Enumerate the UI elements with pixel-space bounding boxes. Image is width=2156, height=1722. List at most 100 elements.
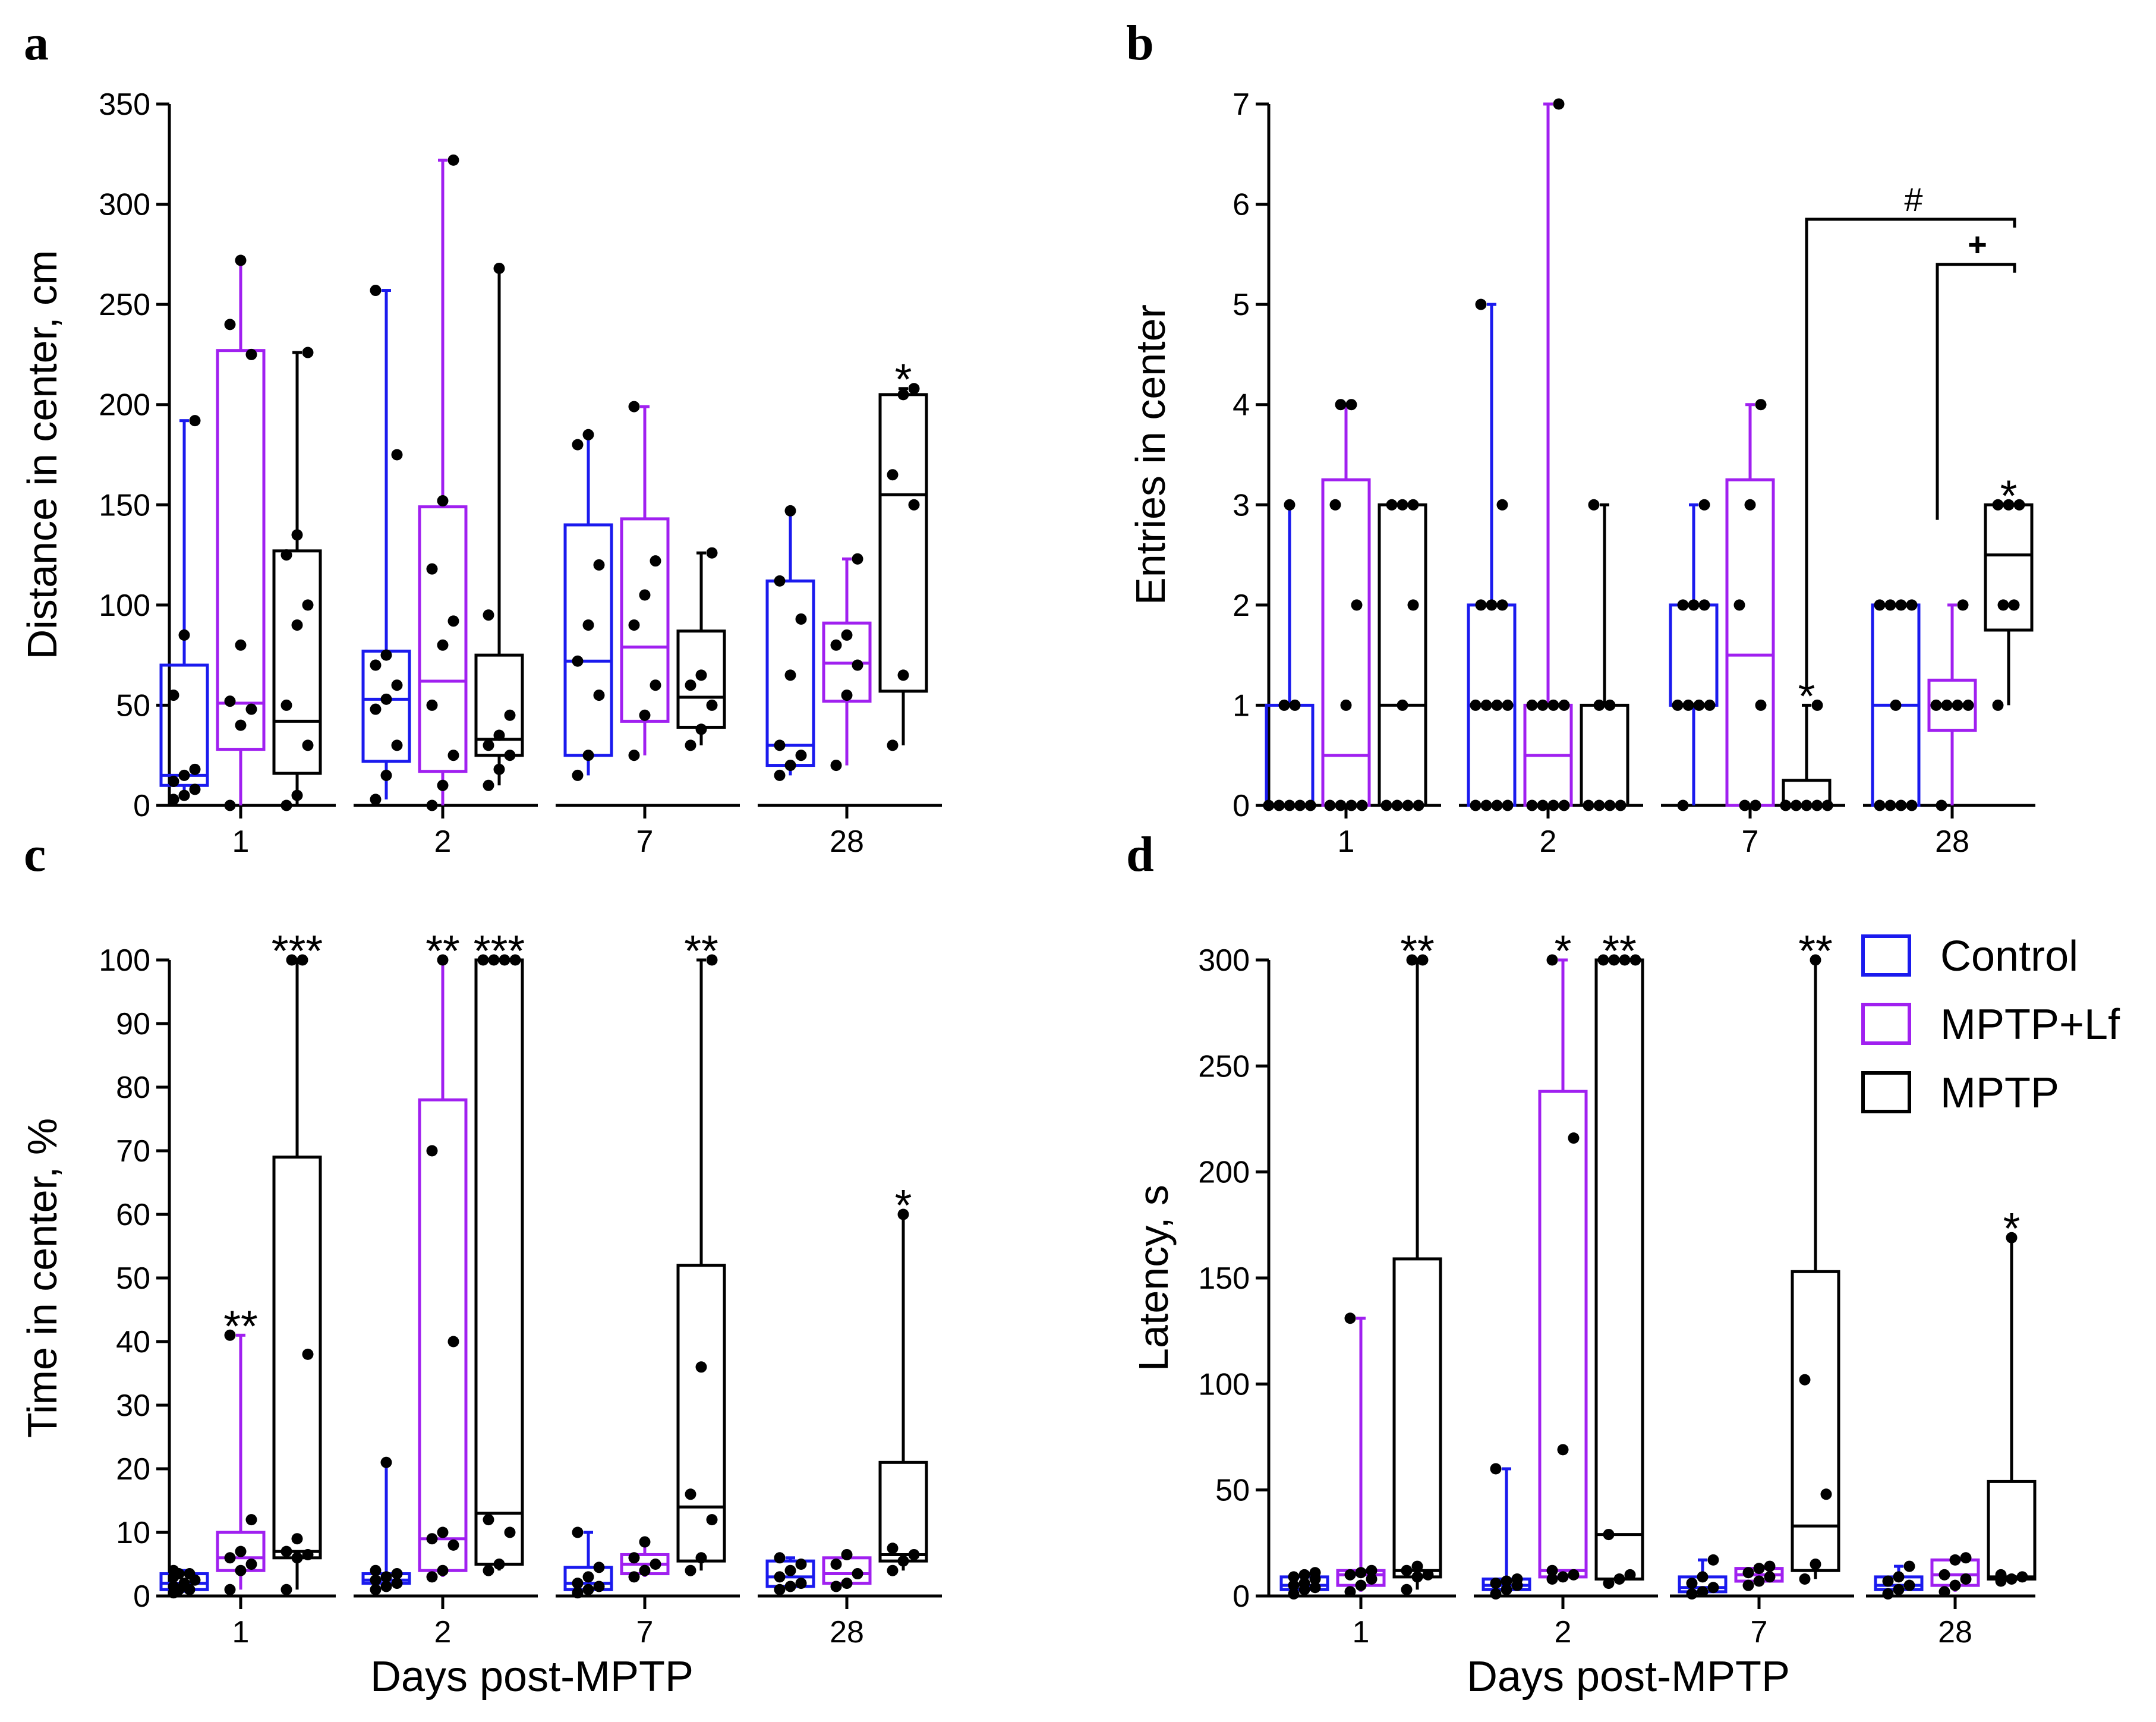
data-point — [447, 1336, 459, 1348]
data-point — [280, 549, 292, 561]
data-point — [245, 703, 257, 715]
box-control-day-28 — [1874, 1560, 1924, 1600]
significance-marker: * — [1555, 926, 1572, 975]
data-point — [841, 1578, 853, 1589]
data-point — [572, 439, 584, 451]
data-point — [1490, 1588, 1502, 1600]
data-point — [695, 723, 707, 735]
y-tick-label: 300 — [99, 188, 150, 222]
data-point — [1742, 1579, 1754, 1591]
data-point — [593, 559, 605, 571]
data-point — [1884, 599, 1896, 611]
data-point — [1546, 1564, 1558, 1576]
y-tick-label: 250 — [1198, 1049, 1250, 1084]
box-iqr — [620, 517, 670, 723]
x-tick-label: 7 — [1751, 1615, 1768, 1649]
box-mptp-day-7 — [1780, 699, 1833, 811]
data-point — [2013, 499, 2025, 511]
data-point — [235, 1545, 247, 1557]
data-point — [391, 449, 403, 461]
data-point — [1568, 1132, 1580, 1144]
data-point — [1744, 499, 1756, 511]
y-tick-label: 70 — [116, 1134, 150, 1169]
data-point — [184, 1568, 196, 1580]
box-mptp-day-1 — [1392, 954, 1442, 1595]
significance-marker: ** — [425, 926, 460, 975]
data-point — [1957, 599, 1969, 611]
data-point — [447, 154, 459, 166]
data-point — [437, 495, 449, 507]
data-point — [1309, 1567, 1321, 1579]
data-point — [1355, 1579, 1367, 1591]
data-point — [291, 619, 303, 631]
data-point — [1882, 1575, 1894, 1587]
data-point — [1903, 1579, 1915, 1591]
data-point — [189, 783, 201, 795]
data-point — [1284, 799, 1296, 811]
data-point — [685, 1488, 696, 1500]
data-point — [1501, 1575, 1512, 1587]
data-point — [1502, 799, 1514, 811]
data-point — [784, 1564, 796, 1576]
data-point — [370, 1574, 382, 1586]
data-point — [1537, 799, 1549, 811]
data-point — [685, 679, 696, 691]
data-point — [1960, 1552, 1972, 1564]
data-point — [1688, 599, 1700, 611]
data-point — [1733, 599, 1745, 611]
data-point — [1677, 799, 1689, 811]
data-point — [302, 1548, 314, 1560]
box-iqr — [1265, 703, 1315, 807]
data-point — [370, 285, 382, 297]
y-tick-label: 40 — [116, 1325, 150, 1359]
x-tick-label: 28 — [830, 824, 864, 859]
data-point — [1821, 799, 1833, 811]
data-point — [1995, 1569, 2007, 1581]
data-point — [1298, 1578, 1310, 1589]
y-tick-label: 50 — [1215, 1474, 1250, 1508]
data-point — [280, 1545, 292, 1557]
data-point — [1413, 799, 1424, 811]
data-point — [370, 1584, 382, 1595]
data-point — [168, 690, 179, 701]
data-point — [235, 1564, 247, 1576]
data-point — [437, 639, 449, 651]
y-tick-label: 20 — [116, 1452, 150, 1487]
data-point — [572, 1578, 584, 1589]
x-tick-label: 7 — [636, 1615, 654, 1649]
data-point — [1309, 1582, 1321, 1594]
data-point — [1288, 1579, 1300, 1591]
data-point — [1490, 1578, 1502, 1589]
panel-a: a 0 50 100 150 200 250 300 350 Distance in center… — [19, 15, 942, 859]
data-point — [380, 693, 392, 705]
data-point — [908, 1548, 920, 1560]
data-point — [830, 639, 842, 651]
data-point — [178, 629, 190, 641]
data-point — [1568, 1569, 1580, 1581]
data-point — [1613, 1573, 1625, 1585]
data-point — [291, 789, 303, 801]
data-point — [628, 1552, 640, 1564]
data-point — [1401, 1564, 1413, 1576]
significance-marker: ** — [1798, 926, 1833, 975]
data-point — [1750, 799, 1761, 811]
data-point — [774, 1584, 786, 1595]
data-point — [628, 750, 640, 761]
data-point — [784, 505, 796, 517]
x-tick-label: 28 — [1935, 824, 1969, 859]
box-iqr — [474, 653, 524, 757]
data-point — [1604, 799, 1616, 811]
data-point — [291, 1552, 303, 1564]
legend-label: Control — [1940, 933, 2078, 980]
data-point — [1470, 799, 1482, 811]
data-point — [628, 619, 640, 631]
data-point — [1949, 1579, 1961, 1591]
box-control-day-7 — [1669, 499, 1719, 811]
data-point — [1949, 1554, 1961, 1566]
y-tick-label: 80 — [116, 1071, 150, 1105]
y-axis-label: Time in center, % — [19, 1118, 65, 1438]
box-mptp-day-28 — [1987, 1232, 2037, 1587]
x-tick-label: 7 — [1742, 824, 1759, 859]
comparison-bracket — [1936, 263, 2016, 520]
data-point — [1686, 1578, 1698, 1589]
